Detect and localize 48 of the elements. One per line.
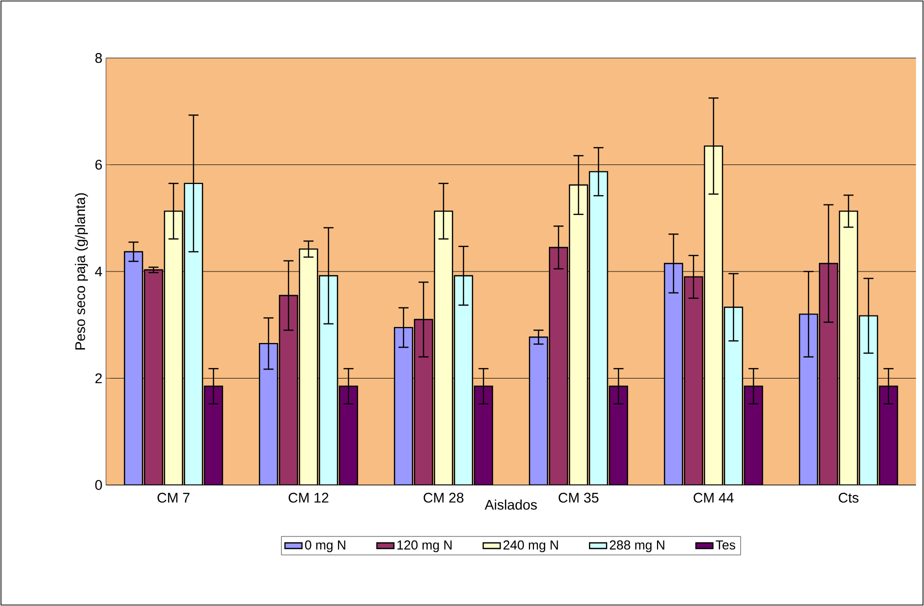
bar: [684, 276, 704, 485]
bar: [568, 184, 588, 485]
bar: [164, 210, 184, 485]
bar: [878, 386, 898, 485]
x-tick-label: Cts: [838, 492, 858, 503]
x-tick-label: CM 35: [558, 492, 598, 503]
bar: [724, 306, 744, 485]
bar: [394, 326, 414, 485]
bar: [608, 386, 628, 485]
bar: [414, 318, 434, 485]
y-tick-label: 0: [95, 480, 102, 490]
bar: [144, 269, 164, 485]
legend-label: Tes: [716, 540, 736, 550]
bar: [838, 210, 858, 485]
x-axis-title: Aislados: [484, 499, 537, 510]
bar: [434, 210, 454, 485]
x-tick-label: CM 12: [288, 492, 328, 503]
x-tick-label: CM 28: [424, 492, 464, 503]
bar: [124, 251, 144, 485]
y-tick-label: 4: [95, 266, 102, 276]
bar: [664, 262, 684, 485]
legend-label: 120 mg N: [397, 540, 452, 552]
legend-label: 0 mg N: [305, 540, 346, 552]
x-tick-label: CM 44: [694, 492, 734, 503]
bar: [454, 275, 474, 485]
bar: [184, 182, 204, 485]
y-tick-label: 2: [95, 373, 102, 384]
legend-label: 240 mg N: [503, 540, 558, 552]
bar: [548, 246, 568, 485]
bar: [704, 145, 724, 485]
x-tick-label: CM 7: [158, 492, 190, 503]
bar: [588, 171, 608, 485]
bar: [260, 344, 278, 485]
y-axis-title: Peso seco paja (g/planta): [74, 193, 88, 350]
bar: [280, 296, 298, 485]
bar: [858, 315, 878, 485]
y-tick-label: 6: [95, 160, 102, 170]
bar: [339, 386, 358, 485]
legend-label: 288 mg N: [610, 540, 664, 552]
bar: [300, 249, 318, 485]
bar: [528, 336, 548, 485]
bar: [204, 386, 224, 485]
bar: [744, 386, 764, 485]
bar: [474, 386, 494, 485]
y-tick-label: 8: [95, 53, 102, 63]
bar: [818, 262, 838, 485]
bar: [798, 314, 818, 485]
bar: [319, 276, 338, 485]
